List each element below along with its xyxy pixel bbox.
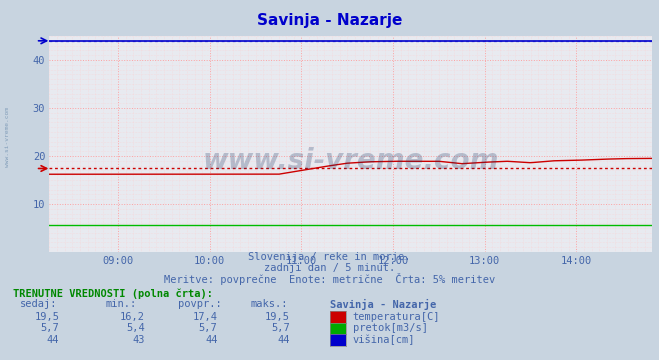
Text: 5,7: 5,7 [41, 323, 59, 333]
Text: 43: 43 [132, 335, 145, 345]
Text: 44: 44 [205, 335, 217, 345]
Text: pretok[m3/s]: pretok[m3/s] [353, 323, 428, 333]
Text: 5,7: 5,7 [199, 323, 217, 333]
Text: maks.:: maks.: [250, 299, 288, 309]
Text: min.:: min.: [105, 299, 136, 309]
Text: sedaj:: sedaj: [20, 299, 57, 309]
Text: Savinja - Nazarje: Savinja - Nazarje [330, 299, 436, 310]
Text: www.si-vreme.com: www.si-vreme.com [203, 147, 499, 175]
Text: 19,5: 19,5 [34, 312, 59, 322]
Text: temperatura[C]: temperatura[C] [353, 312, 440, 322]
Text: 19,5: 19,5 [265, 312, 290, 322]
Text: 44: 44 [277, 335, 290, 345]
Text: 17,4: 17,4 [192, 312, 217, 322]
Text: Savinja - Nazarje: Savinja - Nazarje [257, 13, 402, 28]
Text: Slovenija / reke in morje.: Slovenija / reke in morje. [248, 252, 411, 262]
Text: višina[cm]: višina[cm] [353, 335, 415, 345]
Text: www.si-vreme.com: www.si-vreme.com [5, 107, 11, 167]
Text: 16,2: 16,2 [120, 312, 145, 322]
Text: povpr.:: povpr.: [178, 299, 221, 309]
Text: 44: 44 [47, 335, 59, 345]
Text: TRENUTNE VREDNOSTI (polna črta):: TRENUTNE VREDNOSTI (polna črta): [13, 288, 213, 299]
Text: 5,4: 5,4 [127, 323, 145, 333]
Text: zadnji dan / 5 minut.: zadnji dan / 5 minut. [264, 263, 395, 273]
Text: 5,7: 5,7 [272, 323, 290, 333]
Text: Meritve: povprečne  Enote: metrične  Črta: 5% meritev: Meritve: povprečne Enote: metrične Črta:… [164, 273, 495, 285]
